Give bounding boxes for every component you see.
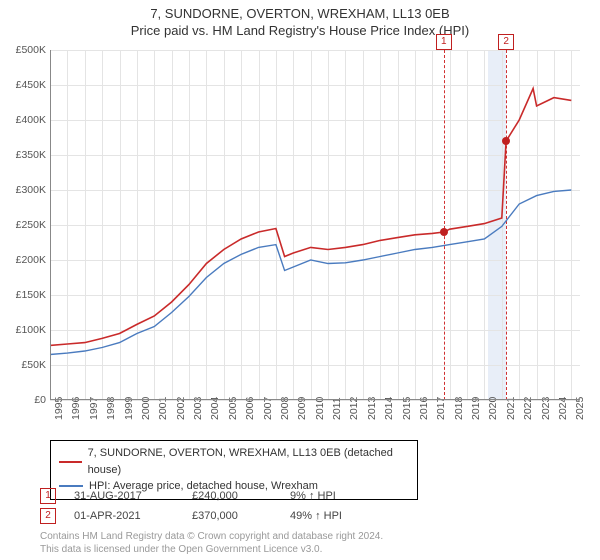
legend-swatch-property bbox=[59, 461, 82, 463]
x-tick-label: 2009 bbox=[296, 397, 308, 420]
sale-row-2: 2 01-APR-2021 £370,000 49% ↑ HPI bbox=[40, 506, 370, 526]
sale-date-1: 31-AUG-2017 bbox=[74, 490, 174, 502]
x-tick-label: 2022 bbox=[522, 397, 534, 420]
y-tick-label: £250K bbox=[2, 219, 46, 231]
sale-marker-dot bbox=[440, 228, 448, 236]
x-tick-label: 2005 bbox=[227, 397, 239, 420]
sale-price-2: £370,000 bbox=[192, 510, 272, 522]
x-tick-label: 1997 bbox=[88, 397, 100, 420]
x-tick-label: 2019 bbox=[470, 397, 482, 420]
sale-pct-1: 9% ↑ HPI bbox=[290, 490, 370, 502]
y-tick-label: £100K bbox=[2, 324, 46, 336]
y-tick-label: £150K bbox=[2, 289, 46, 301]
x-tick-label: 2025 bbox=[574, 397, 586, 420]
x-tick-label: 2014 bbox=[383, 397, 395, 420]
x-tick-label: 2013 bbox=[366, 397, 378, 420]
y-tick-label: £50K bbox=[2, 359, 46, 371]
sale-marker-2: 2 bbox=[40, 508, 56, 524]
legend-label-property: 7, SUNDORNE, OVERTON, WREXHAM, LL13 0EB … bbox=[88, 445, 409, 478]
sale-price-1: £240,000 bbox=[192, 490, 272, 502]
x-tick-label: 2017 bbox=[435, 397, 447, 420]
chart-container: 7, SUNDORNE, OVERTON, WREXHAM, LL13 0EB … bbox=[0, 0, 600, 560]
sale-row-1: 1 31-AUG-2017 £240,000 9% ↑ HPI bbox=[40, 486, 370, 506]
y-axis-line bbox=[50, 50, 51, 400]
y-tick-label: £0 bbox=[2, 394, 46, 406]
x-tick-label: 2012 bbox=[348, 397, 360, 420]
x-tick-label: 2006 bbox=[244, 397, 256, 420]
sale-date-2: 01-APR-2021 bbox=[74, 510, 174, 522]
x-tick-label: 2008 bbox=[279, 397, 291, 420]
x-tick-label: 2024 bbox=[557, 397, 569, 420]
x-tick-label: 2020 bbox=[487, 397, 499, 420]
x-tick-label: 1999 bbox=[123, 397, 135, 420]
x-tick-label: 2004 bbox=[209, 397, 221, 420]
x-tick-label: 2021 bbox=[505, 397, 517, 420]
y-tick-label: £300K bbox=[2, 184, 46, 196]
title-address: 7, SUNDORNE, OVERTON, WREXHAM, LL13 0EB bbox=[0, 6, 600, 23]
series-lines bbox=[50, 50, 580, 400]
footer-line1: Contains HM Land Registry data © Crown c… bbox=[40, 530, 383, 543]
x-tick-label: 1995 bbox=[53, 397, 65, 420]
legend-item-property: 7, SUNDORNE, OVERTON, WREXHAM, LL13 0EB … bbox=[59, 445, 409, 478]
x-tick-label: 2010 bbox=[314, 397, 326, 420]
sale-marker-box: 1 bbox=[436, 34, 452, 50]
x-tick-label: 2002 bbox=[175, 397, 187, 420]
x-tick-label: 2007 bbox=[262, 397, 274, 420]
x-tick-label: 1998 bbox=[105, 397, 117, 420]
sale-pct-2: 49% ↑ HPI bbox=[290, 510, 370, 522]
sale-marker-dot bbox=[502, 137, 510, 145]
x-tick-label: 2018 bbox=[453, 397, 465, 420]
footer-attribution: Contains HM Land Registry data © Crown c… bbox=[40, 530, 383, 556]
series-property bbox=[50, 89, 571, 346]
x-tick-label: 2001 bbox=[157, 397, 169, 420]
chart-area: £0£50K£100K£150K£200K£250K£300K£350K£400… bbox=[50, 50, 580, 400]
footer-line2: This data is licensed under the Open Gov… bbox=[40, 543, 383, 556]
sale-marker-1: 1 bbox=[40, 488, 56, 504]
x-tick-label: 2023 bbox=[540, 397, 552, 420]
y-tick-label: £350K bbox=[2, 149, 46, 161]
x-tick-label: 2015 bbox=[401, 397, 413, 420]
x-tick-label: 2011 bbox=[331, 397, 343, 420]
x-tick-label: 1996 bbox=[70, 397, 82, 420]
y-tick-label: £400K bbox=[2, 114, 46, 126]
x-tick-label: 2016 bbox=[418, 397, 430, 420]
y-tick-label: £200K bbox=[2, 254, 46, 266]
sale-marker-box: 2 bbox=[498, 34, 514, 50]
x-tick-label: 2000 bbox=[140, 397, 152, 420]
sales-table: 1 31-AUG-2017 £240,000 9% ↑ HPI 2 01-APR… bbox=[40, 486, 370, 526]
x-tick-label: 2003 bbox=[192, 397, 204, 420]
y-tick-label: £450K bbox=[2, 79, 46, 91]
y-tick-label: £500K bbox=[2, 44, 46, 56]
x-axis-line bbox=[50, 399, 580, 400]
